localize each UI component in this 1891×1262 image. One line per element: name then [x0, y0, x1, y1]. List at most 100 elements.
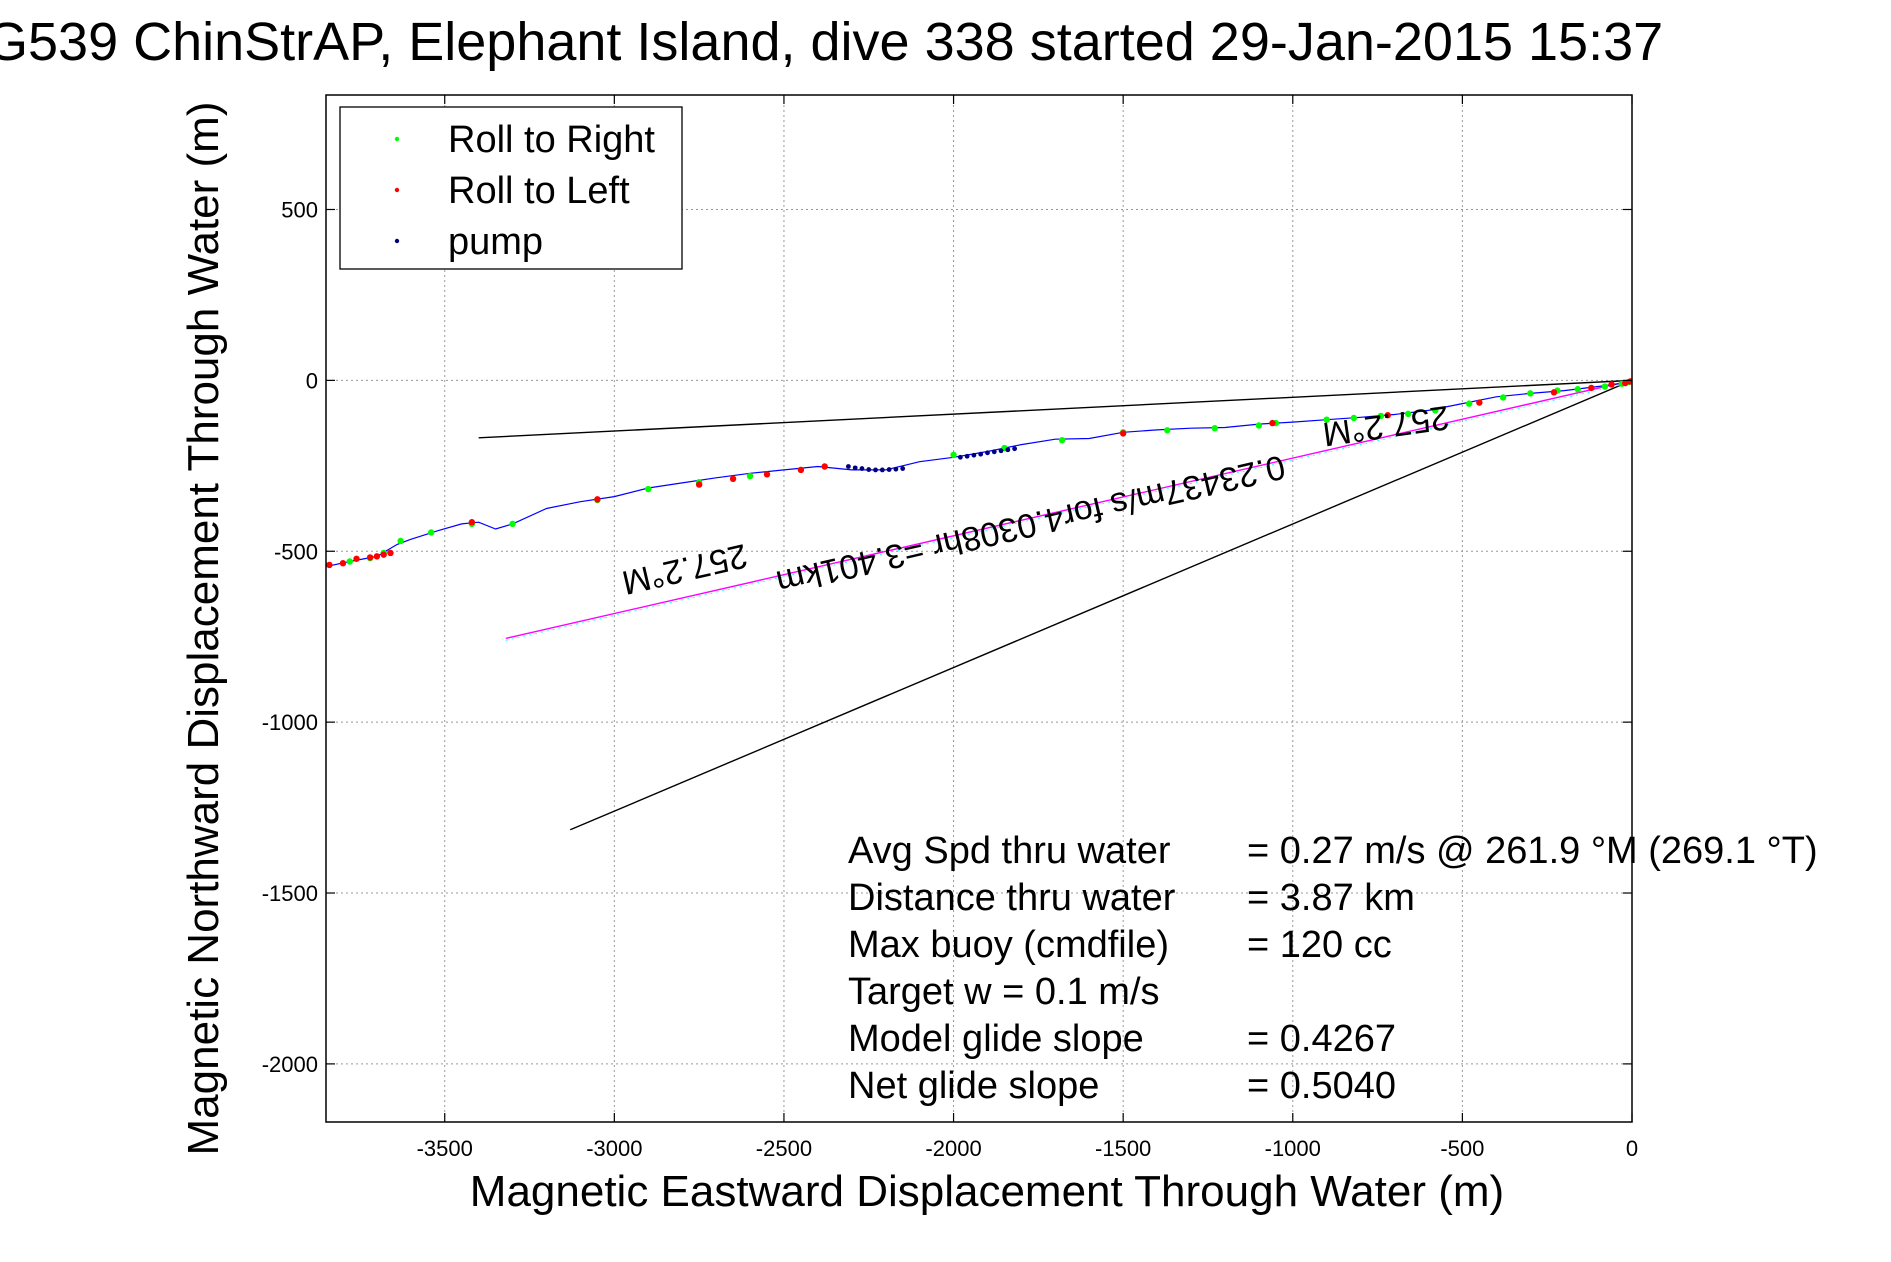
roll-left-point — [797, 466, 805, 474]
pump-point — [900, 466, 906, 471]
legend-label: pump — [448, 221, 543, 263]
x-tick-label: -2500 — [756, 1136, 812, 1161]
roll-right-point — [746, 472, 754, 480]
pump-point — [985, 450, 990, 456]
y-tick-label: -2000 — [262, 1052, 318, 1077]
stat-label: Target w = 0.1 m/s — [848, 971, 1160, 1013]
roll-right-point — [1350, 414, 1358, 422]
roll-right-point — [1377, 412, 1385, 420]
pump-point — [1005, 447, 1011, 453]
x-tick-label: -1000 — [1265, 1136, 1321, 1161]
roll-left-point — [366, 554, 374, 561]
roll-right-point — [1211, 425, 1218, 432]
legend-label: Roll to Right — [448, 119, 655, 161]
x-axis-label: Magnetic Eastward Displacement Through W… — [470, 1167, 1504, 1216]
stat-value: = 0.27 m/s @ 261.9 °M (269.1 °T) — [1247, 830, 1818, 872]
pump-point — [852, 465, 858, 471]
stat-label: Avg Spd thru water — [848, 830, 1171, 872]
roll-right-point — [1574, 386, 1581, 393]
x-tick-label: -1500 — [1095, 1136, 1151, 1161]
track-line — [326, 381, 1632, 568]
legend-marker — [394, 238, 400, 244]
pump-point — [991, 449, 997, 455]
roll-left-point — [594, 496, 601, 503]
roll-left-point — [326, 561, 333, 569]
roll-left-point — [1550, 389, 1558, 396]
roll-right-point — [645, 485, 652, 493]
roll-left-point — [353, 555, 360, 562]
y-tick-label: 0 — [306, 368, 318, 393]
roll-left-point — [821, 463, 828, 470]
roll-left-point — [1384, 412, 1391, 419]
pump-point — [873, 467, 878, 473]
roll-right-point — [1432, 407, 1439, 414]
pump-point — [978, 451, 984, 457]
roll-right-point — [1527, 390, 1534, 397]
x-tick-label: -3500 — [417, 1136, 473, 1161]
x-tick-label: -3000 — [586, 1136, 642, 1161]
legend-label: Roll to Left — [448, 170, 630, 212]
plot-frame — [325, 94, 1633, 1123]
roll-right-point — [1255, 422, 1263, 429]
pump-point — [964, 453, 970, 459]
legend-marker — [394, 187, 400, 193]
roll-right-point — [1465, 400, 1473, 407]
roll-left-point — [1622, 379, 1629, 387]
roll-right-point — [346, 558, 353, 565]
roll-right-point — [1058, 436, 1066, 444]
stat-label: Distance thru water — [848, 877, 1176, 919]
reference-line — [569, 379, 1632, 831]
roll-left-point — [380, 551, 387, 558]
stat-label: Model glide slope — [848, 1018, 1144, 1060]
stats-block: Avg Spd thru water = 0.27 m/s @ 261.9 °M … — [848, 830, 1818, 1107]
reference-line — [478, 379, 1632, 439]
pump-point — [859, 466, 865, 471]
pump-point — [998, 448, 1004, 454]
roll-right-point — [1601, 383, 1609, 390]
axis-ticks: -3500 -3000 -2500 -2000 -1500 -1000 -500 0 500 0 -… — [262, 95, 1638, 1161]
roll-left-point — [387, 549, 394, 557]
roll-left-point — [729, 475, 737, 483]
roll-left-point — [1476, 399, 1483, 406]
roll-right-point — [1404, 410, 1412, 418]
stat-value: = 120 cc — [1247, 924, 1392, 966]
pump-point — [866, 467, 872, 472]
pump-point — [957, 454, 963, 460]
pump-point — [971, 452, 977, 458]
x-tick-label: -2000 — [925, 1136, 981, 1161]
roll-left-point — [695, 481, 703, 488]
roll-left-point — [468, 519, 476, 526]
pump-point — [886, 467, 892, 472]
roll-right-point — [509, 520, 516, 528]
legend: Roll to Right Roll to Left pump — [339, 106, 683, 270]
y-tick-label: -1000 — [262, 710, 318, 735]
y-tick-label: -500 — [274, 539, 318, 564]
roll-left-point — [1588, 384, 1595, 392]
roll-left-point — [1608, 381, 1615, 388]
pump-point — [893, 466, 899, 472]
roll-right-point — [1499, 394, 1507, 401]
reference-line-dotted — [505, 381, 1632, 641]
stat-value: = 0.5040 — [1247, 1065, 1396, 1107]
pump-point — [846, 464, 851, 469]
stat-label: Net glide slope — [848, 1065, 1099, 1107]
roll-left-point — [1119, 430, 1127, 437]
y-axis-label: Magnetic Northward Displacement Through … — [179, 102, 228, 1156]
roll-right-point — [1164, 427, 1171, 434]
stat-value: = 3.87 km — [1247, 877, 1415, 919]
pump-point — [879, 467, 885, 473]
x-tick-label: 0 — [1626, 1136, 1638, 1161]
x-tick-label: -500 — [1440, 1136, 1484, 1161]
stat-value: = 0.4267 — [1247, 1018, 1396, 1060]
y-tick-label: -1500 — [262, 881, 318, 906]
roll-right-point — [950, 451, 957, 459]
roll-right-point — [397, 537, 404, 545]
y-tick-label: 500 — [281, 197, 318, 222]
pump-point — [1012, 446, 1018, 452]
roll-left-point — [763, 471, 771, 478]
roll-left-point — [339, 560, 347, 567]
legend-marker — [394, 136, 400, 142]
roll-left-point — [373, 553, 381, 560]
roll-left-point — [1269, 419, 1276, 427]
